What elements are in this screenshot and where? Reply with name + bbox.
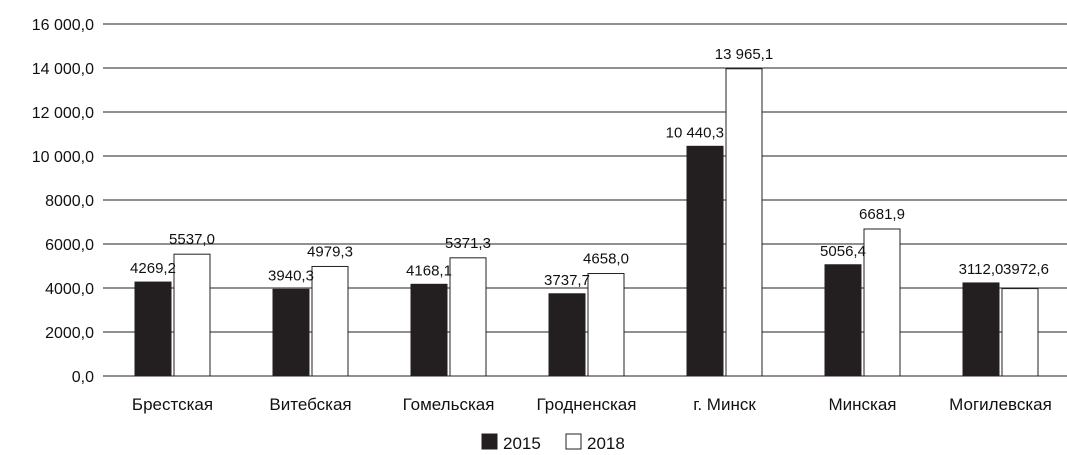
y-tick-label: 4000,0 <box>45 281 94 298</box>
x-axis-categories: Брестская Витебская Гомельская Гродненская г… <box>132 395 1052 414</box>
legend-swatch-2018 <box>565 433 582 450</box>
category-label: г. Минск <box>693 395 756 414</box>
data-label-2018: 4979,3 <box>307 243 353 260</box>
y-axis-ticks: 0,0 2000,0 4000,0 6000,0 8000,0 10 000,0 12 00… <box>32 17 94 386</box>
y-tick-label: 0,0 <box>72 369 94 386</box>
legend-label: 2015 <box>503 434 541 453</box>
category-label: Минская <box>828 395 896 414</box>
legend-label: 2018 <box>587 434 625 453</box>
category-label: Могилевская <box>949 395 1052 414</box>
bar-2015 <box>410 283 448 377</box>
y-tick-label: 12 000,0 <box>32 105 94 122</box>
bar-2015 <box>962 282 1000 377</box>
bar-2018 <box>725 68 763 377</box>
bar-2015 <box>686 145 724 377</box>
category-label: Гомельская <box>403 395 495 414</box>
data-label-2015: 3940,3 <box>268 267 314 284</box>
data-labels: 4269,2 5537,0 3940,3 4979,3 4168,1 5371,3 3737… <box>130 46 1049 289</box>
category-label: Брестская <box>132 395 213 414</box>
bar-2015 <box>134 281 172 377</box>
data-label-2018: 5537,0 <box>169 231 215 248</box>
data-label-2018: 5371,3 <box>445 235 491 252</box>
bar-2015 <box>272 288 310 377</box>
bar-2018 <box>173 253 211 377</box>
data-label-2018: 6681,9 <box>859 206 905 223</box>
data-label-2018: 13 965,1 <box>715 46 773 63</box>
legend: 2015 2018 <box>481 433 625 453</box>
data-label-2015: 3112,0 <box>959 261 1004 278</box>
bar-2018 <box>449 257 487 377</box>
bar-2018 <box>1001 288 1039 377</box>
y-tick-label: 8000,0 <box>45 193 94 210</box>
bar-2015 <box>824 264 862 377</box>
data-label-2018: 3972,6 <box>1003 261 1049 278</box>
y-tick-label: 10 000,0 <box>32 149 94 166</box>
y-tick-label: 16 000,0 <box>32 17 94 34</box>
bar-2018 <box>587 273 625 377</box>
y-tick-label: 6000,0 <box>45 237 94 254</box>
data-label-2015: 3737,7 <box>544 272 590 289</box>
bar-2018 <box>863 228 901 377</box>
data-label-2015: 4168,1 <box>406 262 452 279</box>
category-label: Витебская <box>269 395 351 414</box>
grid-lines <box>103 23 1067 377</box>
data-label-2015: 4269,2 <box>130 260 176 277</box>
y-tick-label: 2000,0 <box>45 325 94 342</box>
category-label: Гродненская <box>537 395 637 414</box>
bar-2018 <box>311 265 349 377</box>
data-label-2015: 5056,4 <box>820 243 866 260</box>
legend-swatch-2015 <box>481 433 498 450</box>
data-label-2015: 10 440,3 <box>666 124 724 141</box>
data-label-2018: 4658,0 <box>583 251 629 268</box>
y-tick-label: 14 000,0 <box>32 61 94 78</box>
bar-2015 <box>548 293 586 377</box>
bars <box>134 68 1039 377</box>
